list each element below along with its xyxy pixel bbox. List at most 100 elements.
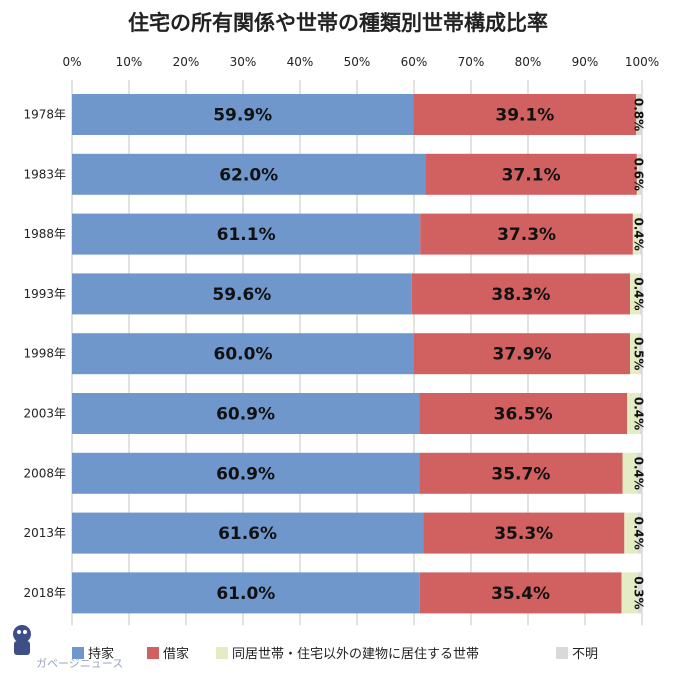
category-label: 1988年 <box>23 227 66 241</box>
bar-segment <box>639 273 642 315</box>
legend-label: 同居世帯・住宅以外の建物に居住する世帯 <box>232 647 479 662</box>
x-tick-label: 10% <box>116 55 143 69</box>
data-label: 0.4% <box>632 397 646 430</box>
bar-segment <box>637 452 642 494</box>
bar-segment <box>423 512 625 554</box>
data-label: 38.3% <box>491 285 550 305</box>
bar-segment <box>411 273 631 315</box>
chart-title: 住宅の所有関係や世帯の種類別世帯構成比率 <box>128 11 548 35</box>
category-label: 2003年 <box>23 407 66 421</box>
category-label: 1993年 <box>23 287 66 301</box>
legend-swatch <box>556 647 568 659</box>
bar-segment <box>624 512 639 554</box>
watermark-text: ガベージニュース <box>36 657 123 670</box>
bar-segment <box>420 213 633 255</box>
y-axis-categories: 1978年 1983年 1988年 1993年 1998年 2003年 2008年 2013年… <box>23 108 66 600</box>
bar-segment <box>72 333 414 375</box>
bar-segment <box>419 393 628 434</box>
legend-label: 持家 <box>88 646 114 662</box>
x-tick-label: 30% <box>230 55 257 69</box>
data-label: 61.6% <box>218 524 277 544</box>
data-label: 0.8% <box>632 98 646 131</box>
data-label: 37.3% <box>497 225 556 245</box>
x-tick-label: 20% <box>173 55 200 69</box>
bar-segment <box>639 393 642 434</box>
data-label: 37.1% <box>502 165 561 185</box>
legend-swatch <box>216 647 228 659</box>
data-label: 61.0% <box>216 584 275 604</box>
bar-segment <box>638 512 642 554</box>
x-tick-label: 70% <box>458 55 485 69</box>
bar-segment <box>636 153 639 195</box>
category-label: 2008年 <box>23 466 66 480</box>
data-label: 61.1% <box>217 225 276 245</box>
data-label: 35.7% <box>491 464 550 484</box>
data-label: 60.9% <box>216 405 275 425</box>
category-label: 2013年 <box>23 526 66 540</box>
x-tick-label: 0% <box>62 55 81 69</box>
bar-segment <box>630 273 640 315</box>
bar-segment <box>72 94 414 135</box>
legend-swatch <box>72 647 84 659</box>
bar-segment <box>639 213 642 255</box>
bar-segment <box>632 213 640 255</box>
data-label: 59.6% <box>212 285 271 305</box>
data-label: 62.0% <box>219 165 278 185</box>
bar-segment <box>72 393 420 434</box>
bar-segment <box>419 572 622 614</box>
bar-segment <box>627 393 640 434</box>
bar-segment <box>72 213 421 255</box>
legend-swatch <box>147 647 159 659</box>
category-label: 1983年 <box>23 167 66 181</box>
mascot-logo: ガベージニュース <box>13 625 123 670</box>
bar-segment <box>72 512 424 554</box>
legend-label: 借家 <box>163 646 189 662</box>
legend: 持家 借家 同居世帯・住宅以外の建物に居住する世帯 不明 <box>72 646 598 662</box>
data-label: 0.4% <box>632 277 646 310</box>
bar-segment <box>419 452 623 494</box>
bar-segment <box>636 94 638 135</box>
bar-segment <box>638 572 642 614</box>
data-label: 35.4% <box>491 584 550 604</box>
x-tick-label: 80% <box>515 55 542 69</box>
bar-segment <box>72 153 426 195</box>
bar-segment <box>622 452 638 494</box>
data-label: 0.3% <box>632 576 646 609</box>
data-label: 59.9% <box>213 106 272 126</box>
x-tick-label: 90% <box>572 55 599 69</box>
x-tick-label: 50% <box>344 55 371 69</box>
data-label: 0.5% <box>632 337 646 370</box>
data-label: 35.3% <box>494 524 553 544</box>
bar-segment <box>425 153 637 195</box>
bar-segment <box>413 94 637 135</box>
category-label: 1978年 <box>23 108 66 122</box>
bar-segment <box>630 333 640 375</box>
bar-segment <box>639 333 642 375</box>
data-label: 0.4% <box>632 217 646 250</box>
category-label: 2018年 <box>23 586 66 600</box>
bar-segment <box>638 153 642 195</box>
data-label: 36.5% <box>494 405 553 425</box>
data-label: 60.9% <box>216 464 275 484</box>
data-label: 60.0% <box>214 345 273 365</box>
data-label: 37.9% <box>493 345 552 365</box>
data-label: 0.6% <box>632 158 646 191</box>
x-axis-ticks: 0% 10% 20% 30% 40% 50% 60% 70% 80% 90% 100% <box>62 55 659 69</box>
category-label: 1998年 <box>23 347 66 361</box>
bar-segment <box>621 572 639 614</box>
x-tick-label: 40% <box>287 55 314 69</box>
x-tick-label: 100% <box>625 55 659 69</box>
bar-segment <box>72 273 412 315</box>
data-label: 0.4% <box>632 516 646 549</box>
legend-label: 不明 <box>572 647 598 662</box>
bar-segment <box>414 333 631 375</box>
bars <box>72 94 642 614</box>
data-label: 0.4% <box>632 457 646 490</box>
bar-segment <box>72 452 420 494</box>
data-labels: 59.9% 39.1% 0.8% 62.0% 37.1% 0.6% 61.1% 37.3% 0.… <box>212 98 645 610</box>
bar-segment <box>637 94 642 135</box>
bar-segment <box>72 572 420 614</box>
x-tick-label: 60% <box>401 55 428 69</box>
data-label: 39.1% <box>495 106 554 126</box>
